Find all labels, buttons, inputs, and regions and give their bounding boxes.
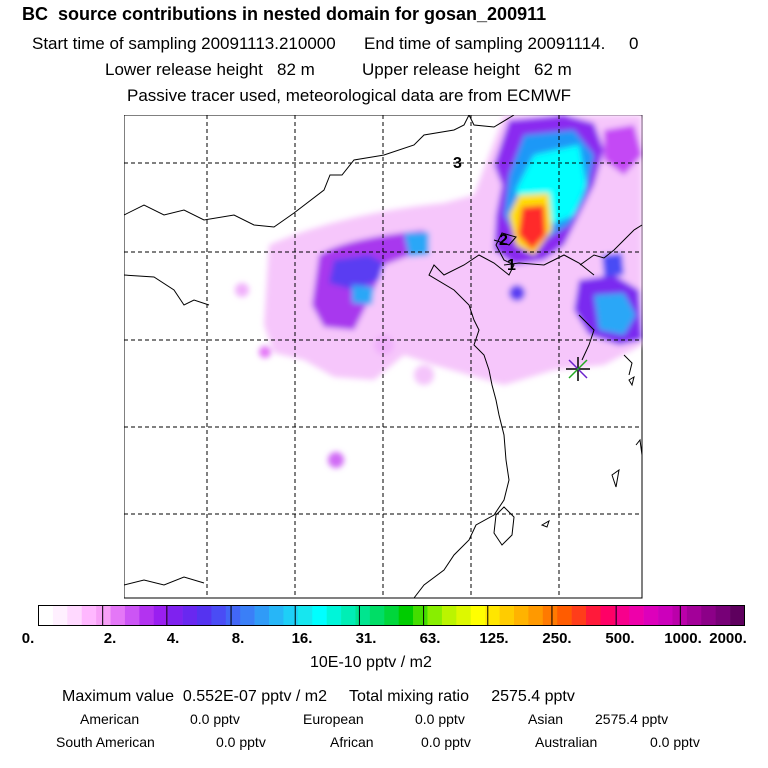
sampling-time-line: Start time of sampling 20091113.210000 E… — [32, 34, 639, 53]
colorbar-cell — [701, 605, 716, 626]
colorbar-cell — [81, 605, 97, 626]
colorbar-cell — [441, 605, 457, 626]
colorbar-cell — [341, 605, 356, 626]
colorbar — [38, 605, 745, 626]
region-label-south-american: South American — [56, 734, 155, 750]
colorbar-cell — [398, 605, 414, 626]
region-label-african: African — [330, 734, 374, 750]
colorbar-cell — [110, 605, 126, 626]
colorbar-cell — [297, 605, 313, 626]
colorbar-cell — [730, 605, 745, 626]
plot-title: BC source contributions in nested domain… — [22, 4, 547, 24]
colorbar-cell — [629, 605, 644, 626]
colorbar-cell — [326, 605, 342, 626]
colorbar-cell — [355, 605, 371, 626]
region-value-asian: 2575.4 pptv — [595, 711, 669, 727]
colorbar-cell — [196, 605, 212, 626]
colorbar-cell — [413, 605, 428, 626]
coastlines — [124, 115, 643, 599]
colorbar-tick: 8. — [231, 630, 245, 647]
colorbar-cell — [658, 605, 673, 626]
colorbar-cell — [600, 605, 616, 626]
colorbar-cell — [384, 605, 400, 626]
colorbar-cell — [153, 605, 169, 626]
region-label-australian: Australian — [535, 734, 598, 750]
colorbar-cell — [283, 605, 299, 626]
grid-label-1: 1 — [507, 257, 516, 274]
colorbar-cell — [557, 605, 572, 626]
region-value-south-american: 0.0 pptv — [216, 734, 266, 750]
colorbar-cell — [470, 605, 486, 626]
colorbar-cell — [586, 605, 601, 626]
colorbar-cell — [643, 605, 659, 626]
colorbar-cell — [485, 605, 500, 626]
grid-label-3: 3 — [453, 155, 462, 172]
colorbar-cell — [38, 605, 54, 626]
tracer-info-line: Passive tracer used, meteorological data… — [127, 86, 572, 105]
colorbar-cell — [96, 605, 111, 626]
colorbar-cell — [240, 605, 255, 626]
colorbar-cell — [571, 605, 587, 626]
maximum-value-line: Maximum value 0.552E-07 pptv / m2 Total … — [62, 688, 575, 705]
colorbar-cell — [542, 605, 558, 626]
region-label-asian: Asian — [528, 711, 564, 727]
colorbar-cell — [312, 605, 327, 626]
region-value-european: 0.0 pptv — [415, 711, 465, 727]
colorbar-tick: 2000. — [709, 630, 747, 647]
colorbar-cell — [124, 605, 140, 626]
colorbar-tick: 1000. — [664, 630, 702, 647]
map-grid — [124, 115, 642, 598]
colorbar-tick-labels: 0. 2. 4. 8. 16. 31. 63. 125. 250. 500. 1… — [0, 630, 768, 650]
region-value-american: 0.0 pptv — [190, 711, 240, 727]
colorbar-cell — [67, 605, 83, 626]
colorbar-tick: 500. — [605, 630, 635, 647]
colorbar-tick: 0. — [21, 630, 35, 647]
source-contribution-map: 3 2 1 — [124, 115, 643, 599]
region-label-american: American — [80, 711, 140, 727]
concentration-field — [235, 115, 642, 468]
colorbar-cell — [715, 605, 731, 626]
colorbar-cell — [672, 605, 688, 626]
colorbar-cell — [211, 605, 227, 626]
colorbar-tick: 63. — [419, 630, 441, 647]
colorbar-tick: 31. — [355, 630, 377, 647]
colorbar-cell — [499, 605, 515, 626]
colorbar-tick: 16. — [291, 630, 313, 647]
colorbar-cell — [369, 605, 385, 626]
colorbar-cell — [427, 605, 443, 626]
colorbar-cell — [52, 605, 68, 626]
region-value-african: 0.0 pptv — [421, 734, 471, 750]
release-height-line: Lower release height 82 m Upper release … — [105, 60, 572, 79]
colorbar-cell — [168, 605, 183, 626]
colorbar-cell — [513, 605, 529, 626]
region-label-european: European — [303, 711, 364, 727]
colorbar-cell — [686, 605, 702, 626]
colorbar-tick: 125. — [479, 630, 509, 647]
grid-label-2: 2 — [499, 232, 508, 249]
colorbar-units: 10E-10 pptv / m2 — [310, 654, 432, 671]
colorbar-cell — [182, 605, 198, 626]
colorbar-cell — [225, 605, 241, 626]
colorbar-cell — [139, 605, 155, 626]
asterisk-icon — [566, 357, 590, 381]
colorbar-tick: 4. — [166, 630, 180, 647]
region-value-australian: 0.0 pptv — [650, 734, 700, 750]
colorbar-cell — [269, 605, 284, 626]
colorbar-cell — [614, 605, 630, 626]
colorbar-tick: 2. — [103, 630, 117, 647]
colorbar-cell — [254, 605, 270, 626]
colorbar-cell — [528, 605, 544, 626]
colorbar-tick: 250. — [542, 630, 572, 647]
colorbar-cell — [456, 605, 472, 626]
